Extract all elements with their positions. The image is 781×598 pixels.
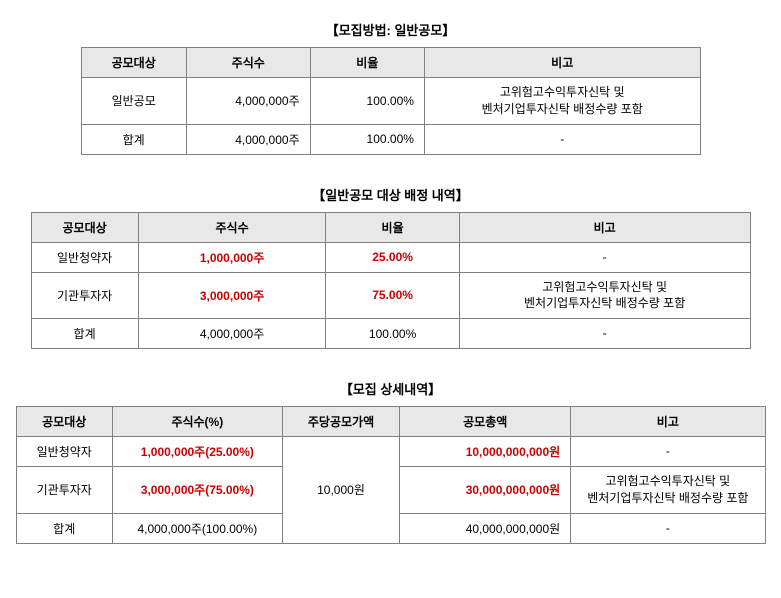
cell-ratio: 100.00%	[310, 124, 424, 154]
cell-target: 합계	[16, 513, 112, 543]
header-note: 비고	[459, 212, 750, 242]
header-shares: 주식수(%)	[112, 407, 282, 437]
table3-body: 일반청약자1,000,000주(25.00%)10,000원10,000,000…	[16, 437, 765, 544]
header-target: 공모대상	[16, 407, 112, 437]
cell-target: 일반청약자	[16, 437, 112, 467]
cell-ratio: 75.00%	[326, 272, 459, 319]
table-allocation: 공모대상 주식수 비율 비고 일반청약자1,000,000주25.00%-기관투…	[31, 212, 751, 350]
cell-note: -	[459, 242, 750, 272]
cell-target: 일반공모	[81, 78, 186, 125]
table-recruit-method: 공모대상 주식수 비율 비고 일반공모4,000,000주100.00%고위험고…	[81, 47, 701, 155]
header-total: 공모총액	[400, 407, 571, 437]
header-note: 비고	[571, 407, 765, 437]
cell-shares: 1,000,000주	[138, 242, 326, 272]
header-price: 주당공모가액	[282, 407, 399, 437]
section3-title: 【모집 상세내역】	[15, 379, 766, 398]
header-shares: 주식수	[138, 212, 326, 242]
cell-shares: 4,000,000주(100.00%)	[112, 513, 282, 543]
cell-note: -	[459, 319, 750, 349]
cell-shares: 1,000,000주(25.00%)	[112, 437, 282, 467]
cell-target: 합계	[81, 124, 186, 154]
section2-title: 【일반공모 대상 배정 내역】	[15, 185, 766, 204]
header-shares: 주식수	[186, 48, 310, 78]
cell-total: 40,000,000,000원	[400, 513, 571, 543]
table-row: 일반청약자1,000,000주(25.00%)10,000원10,000,000…	[16, 437, 765, 467]
table1-body: 일반공모4,000,000주100.00%고위험고수익투자신탁 및벤처기업투자신…	[81, 78, 700, 155]
table2-body: 일반청약자1,000,000주25.00%-기관투자자3,000,000주75.…	[31, 242, 750, 349]
table-row: 일반청약자1,000,000주25.00%-	[31, 242, 750, 272]
cell-note: 고위험고수익투자신탁 및벤처기업투자신탁 배정수량 포함	[424, 78, 700, 125]
section1-title: 【모집방법: 일반공모】	[15, 20, 766, 39]
cell-ratio: 100.00%	[326, 319, 459, 349]
header-target: 공모대상	[31, 212, 138, 242]
table-detail: 공모대상 주식수(%) 주당공모가액 공모총액 비고 일반청약자1,000,00…	[16, 406, 766, 544]
cell-total: 30,000,000,000원	[400, 467, 571, 514]
cell-shares: 4,000,000주	[186, 124, 310, 154]
header-note: 비고	[424, 48, 700, 78]
table-row: 일반공모4,000,000주100.00%고위험고수익투자신탁 및벤처기업투자신…	[81, 78, 700, 125]
cell-shares: 3,000,000주(75.00%)	[112, 467, 282, 514]
cell-ratio: 25.00%	[326, 242, 459, 272]
cell-target: 일반청약자	[31, 242, 138, 272]
cell-price: 10,000원	[282, 437, 399, 544]
cell-note: 고위험고수익투자신탁 및벤처기업투자신탁 배정수량 포함	[571, 467, 765, 514]
cell-note: -	[571, 513, 765, 543]
cell-note: -	[424, 124, 700, 154]
cell-target: 기관투자자	[31, 272, 138, 319]
cell-total: 10,000,000,000원	[400, 437, 571, 467]
cell-note: -	[571, 437, 765, 467]
table-row: 합계4,000,000주100.00%-	[81, 124, 700, 154]
cell-note: 고위험고수익투자신탁 및벤처기업투자신탁 배정수량 포함	[459, 272, 750, 319]
cell-target: 합계	[31, 319, 138, 349]
cell-shares: 4,000,000주	[186, 78, 310, 125]
header-target: 공모대상	[81, 48, 186, 78]
cell-target: 기관투자자	[16, 467, 112, 514]
cell-shares: 4,000,000주	[138, 319, 326, 349]
header-ratio: 비율	[310, 48, 424, 78]
table-row: 기관투자자3,000,000주75.00%고위험고수익투자신탁 및벤처기업투자신…	[31, 272, 750, 319]
cell-shares: 3,000,000주	[138, 272, 326, 319]
table-row: 합계4,000,000주100.00%-	[31, 319, 750, 349]
cell-ratio: 100.00%	[310, 78, 424, 125]
header-ratio: 비율	[326, 212, 459, 242]
